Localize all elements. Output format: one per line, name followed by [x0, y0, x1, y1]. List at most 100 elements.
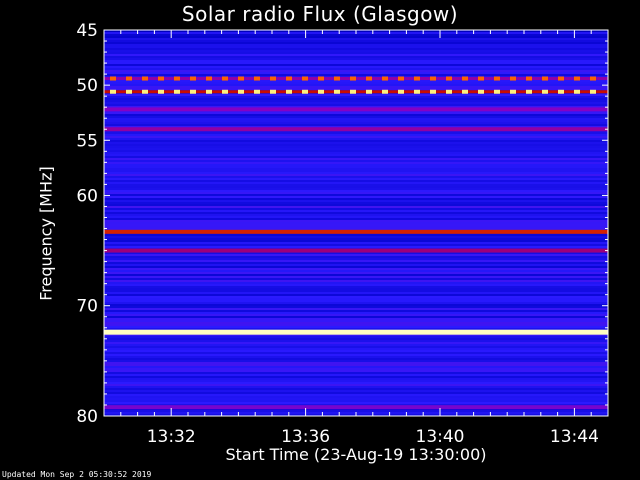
- heatmap-row: [104, 218, 608, 220]
- heatmap-row: [104, 346, 608, 348]
- heatmap-band-dash: [366, 76, 372, 81]
- heatmap-row: [104, 140, 608, 142]
- heatmap-row: [104, 116, 608, 118]
- heatmap-row: [104, 340, 608, 342]
- heatmap-band-dash: [382, 89, 388, 94]
- heatmap-band-dash: [206, 76, 212, 81]
- heatmap-band-dash: [446, 76, 452, 81]
- heatmap-band-dash: [286, 76, 292, 81]
- heatmap-band-dash: [350, 89, 356, 94]
- heatmap-row: [104, 402, 608, 404]
- heatmap-band-dash: [286, 89, 292, 94]
- heatmap-row: [104, 56, 608, 58]
- heatmap-band-core: [104, 331, 608, 334]
- heatmap-row: [104, 162, 608, 164]
- heatmap-band-5: [104, 248, 608, 253]
- heatmap-row: [104, 176, 608, 178]
- heatmap-row: [104, 312, 608, 314]
- heatmap-row: [104, 316, 608, 318]
- heatmap-band-dash: [174, 89, 180, 94]
- heatmap-row: [104, 338, 608, 340]
- heatmap-row: [104, 278, 608, 280]
- heatmap-row: [104, 286, 608, 288]
- heatmap-band-dash: [414, 76, 420, 81]
- heatmap-row: [104, 52, 608, 54]
- heatmap-row: [104, 46, 608, 48]
- heatmap-row: [104, 198, 608, 200]
- heatmap-row: [104, 196, 608, 198]
- heatmap-band-dash: [222, 89, 228, 94]
- heatmap-row: [104, 132, 608, 134]
- heatmap-row: [104, 228, 608, 230]
- heatmap-row: [104, 376, 608, 378]
- heatmap-band-dash: [270, 89, 276, 94]
- heatmap-row: [104, 224, 608, 226]
- heatmap-row: [104, 396, 608, 398]
- heatmap-row: [104, 106, 608, 108]
- heatmap-band-dash: [334, 76, 340, 81]
- heatmap-band-dash: [222, 76, 228, 81]
- heatmap-row: [104, 366, 608, 368]
- heatmap-row: [104, 220, 608, 222]
- heatmap-row: [104, 262, 608, 264]
- heatmap-row: [104, 242, 608, 244]
- heatmap-row: [104, 172, 608, 174]
- heatmap-row: [104, 122, 608, 124]
- heatmap-row: [104, 392, 608, 394]
- heatmap-row: [104, 328, 608, 330]
- heatmap-band-dash: [302, 89, 308, 94]
- heatmap-row: [104, 152, 608, 154]
- heatmap-row: [104, 222, 608, 224]
- heatmap-row: [104, 168, 608, 170]
- heatmap-row: [104, 254, 608, 256]
- heatmap-row: [104, 410, 608, 412]
- heatmap-row: [104, 138, 608, 140]
- heatmap-band-dash: [238, 76, 244, 81]
- heatmap-row: [104, 36, 608, 38]
- y-axis-label: Frequency [MHz]: [36, 166, 56, 301]
- heatmap-row: [104, 54, 608, 56]
- heatmap-band-dash: [446, 89, 452, 94]
- heatmap-row: [104, 356, 608, 358]
- heatmap-band-dash: [430, 76, 436, 81]
- heatmap-band-dash: [190, 76, 196, 81]
- heatmap-row: [104, 120, 608, 122]
- heatmap-band-dash: [478, 76, 484, 81]
- y-axis: 45 50 55 60 70 80: [76, 21, 608, 427]
- heatmap-row: [104, 276, 608, 278]
- heatmap-row: [104, 70, 608, 72]
- heatmap-row: [104, 302, 608, 304]
- x-axis: 13:32 13:36 13:40 13:44: [120, 30, 599, 447]
- heatmap-row: [104, 60, 608, 62]
- heatmap-band-dash: [238, 89, 244, 94]
- heatmap-row: [104, 354, 608, 356]
- x-tick-label: 13:36: [281, 427, 330, 447]
- heatmap-row: [104, 318, 608, 320]
- heatmap-band-dash: [526, 89, 532, 94]
- heatmap-row: [104, 264, 608, 266]
- x-tick-label: 13:40: [416, 427, 465, 447]
- heatmap-row: [104, 270, 608, 272]
- heatmap-row: [104, 136, 608, 138]
- heatmap-row: [104, 310, 608, 312]
- heatmap-band-dash: [542, 89, 548, 94]
- heatmap-row: [104, 256, 608, 258]
- heatmap-row: [104, 80, 608, 82]
- heatmap-row: [104, 336, 608, 338]
- update-timestamp: Updated Mon Sep 2 05:30:52 2019: [2, 470, 152, 479]
- heatmap-row: [104, 386, 608, 388]
- heatmap-row: [104, 146, 608, 148]
- heatmap-row: [104, 240, 608, 242]
- heatmap-row: [104, 186, 608, 188]
- heatmap-row: [104, 246, 608, 248]
- heatmap-row: [104, 342, 608, 344]
- heatmap-row: [104, 202, 608, 204]
- heatmap-band-dash: [142, 76, 148, 81]
- heatmap-band-dash: [462, 89, 468, 94]
- heatmap-band-dash: [270, 76, 276, 81]
- heatmap-band-4: [104, 229, 608, 234]
- heatmap-row: [104, 300, 608, 302]
- heatmap-band-dash: [350, 76, 356, 81]
- heatmap-row: [104, 82, 608, 84]
- heatmap-band-dash: [478, 89, 484, 94]
